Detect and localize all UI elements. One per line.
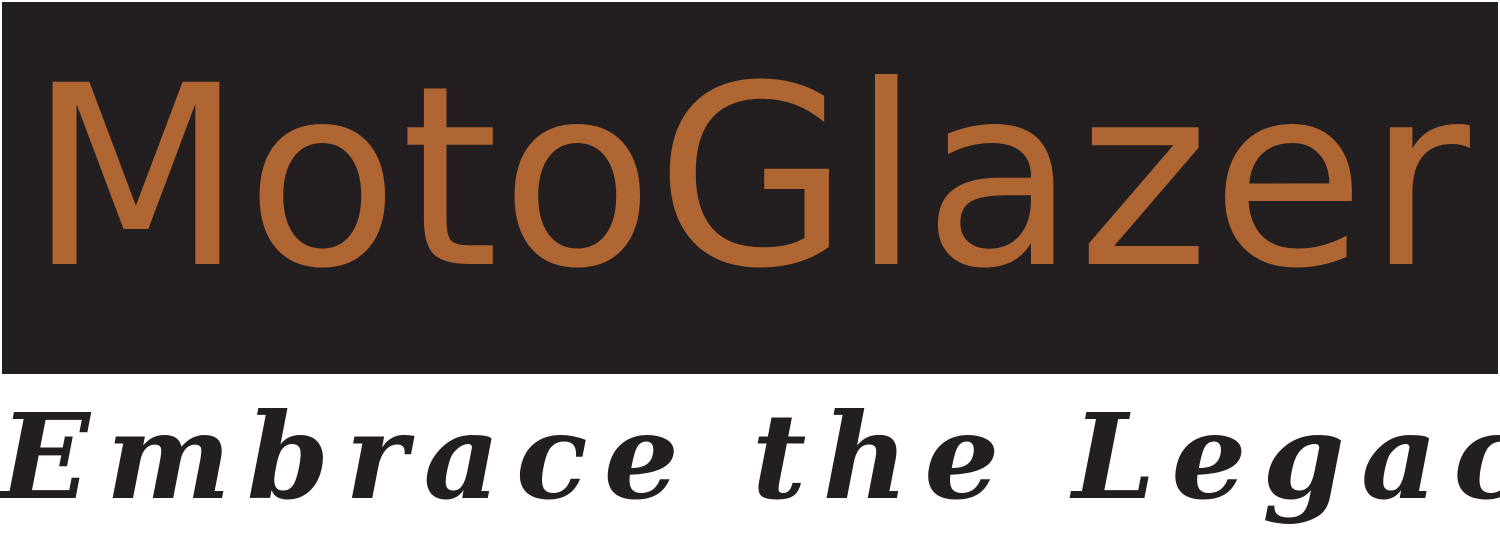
tagline: Embrace the Legacy [0, 387, 1500, 526]
brand-name: MotoGlazer [28, 32, 1472, 323]
brand-banner: MotoGlazer [2, 2, 1498, 374]
